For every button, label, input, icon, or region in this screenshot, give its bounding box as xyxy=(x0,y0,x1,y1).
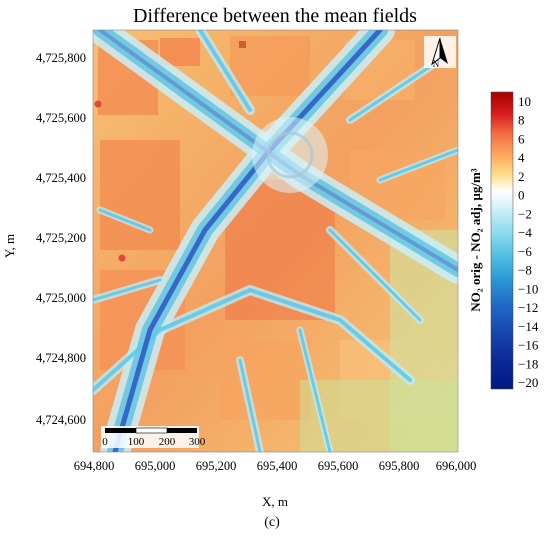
map-frame xyxy=(92,29,459,453)
x-axis: 694,800 695,000 695,200 695,400 695,600 … xyxy=(74,459,477,473)
scale-label-0: 0 xyxy=(102,436,108,448)
scale-label-2: 200 xyxy=(159,436,176,448)
colorbar-tick-label: −14 xyxy=(518,319,539,334)
colorbar-tick-label: −12 xyxy=(518,300,538,315)
colorbar-tick-label: 6 xyxy=(518,132,525,147)
scale-label-1: 100 xyxy=(128,436,145,448)
y-tick-label: 4,725,600 xyxy=(36,111,86,125)
colorbar-tick-label: −2 xyxy=(518,206,532,221)
colorbar-tick-label: −8 xyxy=(518,263,532,278)
chart-title: Difference between the mean fields xyxy=(133,5,417,27)
colorbar-gradient xyxy=(490,91,514,390)
x-tick-label: 695,000 xyxy=(135,459,176,473)
north-arrow-icon: N xyxy=(424,36,456,69)
colorbar-tick-label: −18 xyxy=(518,356,538,371)
colorbar-tick-label: 8 xyxy=(518,113,525,128)
x-axis-label: X, m xyxy=(262,494,288,509)
y-axis-label: Y, m xyxy=(2,234,17,258)
poi-marker xyxy=(118,254,126,262)
y-tick-label: 4,725,400 xyxy=(36,171,86,185)
x-tick-label: 695,200 xyxy=(196,459,237,473)
poi-marker xyxy=(239,41,246,48)
y-axis: 4,725,800 4,725,600 4,725,400 4,725,200 … xyxy=(36,51,86,427)
colorbar-tick-label: −20 xyxy=(518,375,538,390)
colorbar-tick-label: −6 xyxy=(518,244,532,259)
colorbar-tick-label: 10 xyxy=(518,94,531,109)
scale-bar: 0 100 200 300 xyxy=(101,426,206,448)
colorbar-tick-label: 2 xyxy=(518,169,525,184)
x-tick-label: 694,800 xyxy=(74,459,115,473)
y-tick-label: 4,724,600 xyxy=(36,413,86,427)
y-tick-label: 4,725,800 xyxy=(36,51,86,65)
x-tick-label: 695,400 xyxy=(257,459,298,473)
colorbar-tick-label: −10 xyxy=(518,281,538,296)
colorbar-label: NO₂ orig - NO₂ adj, µg/m³ xyxy=(468,168,483,311)
x-tick-label: 696,000 xyxy=(436,459,477,473)
scale-label-3: 300 xyxy=(189,436,206,448)
colorbar: NO₂ orig - NO₂ adj, µg/m³ 10 8 6 4 2 0 −2 −4 −6 −… xyxy=(468,91,539,390)
colorbar-tick-label: 4 xyxy=(518,150,525,165)
block xyxy=(220,340,310,420)
x-tick-label: 695,800 xyxy=(379,459,420,473)
north-arrow-label: N xyxy=(433,59,440,69)
block xyxy=(100,140,180,250)
map-area xyxy=(93,30,458,452)
y-tick-label: 4,725,200 xyxy=(36,231,86,245)
x-tick-label: 695,600 xyxy=(318,459,359,473)
figure-caption: (c) xyxy=(264,515,280,530)
y-tick-label: 4,725,000 xyxy=(36,291,86,305)
street-network xyxy=(93,30,458,452)
poi-marker xyxy=(94,100,102,108)
y-tick-label: 4,724,800 xyxy=(36,351,86,365)
colorbar-tick-label: −4 xyxy=(518,225,532,240)
colorbar-tick-label: 0 xyxy=(518,188,525,203)
colorbar-tick-label: −16 xyxy=(518,338,539,353)
